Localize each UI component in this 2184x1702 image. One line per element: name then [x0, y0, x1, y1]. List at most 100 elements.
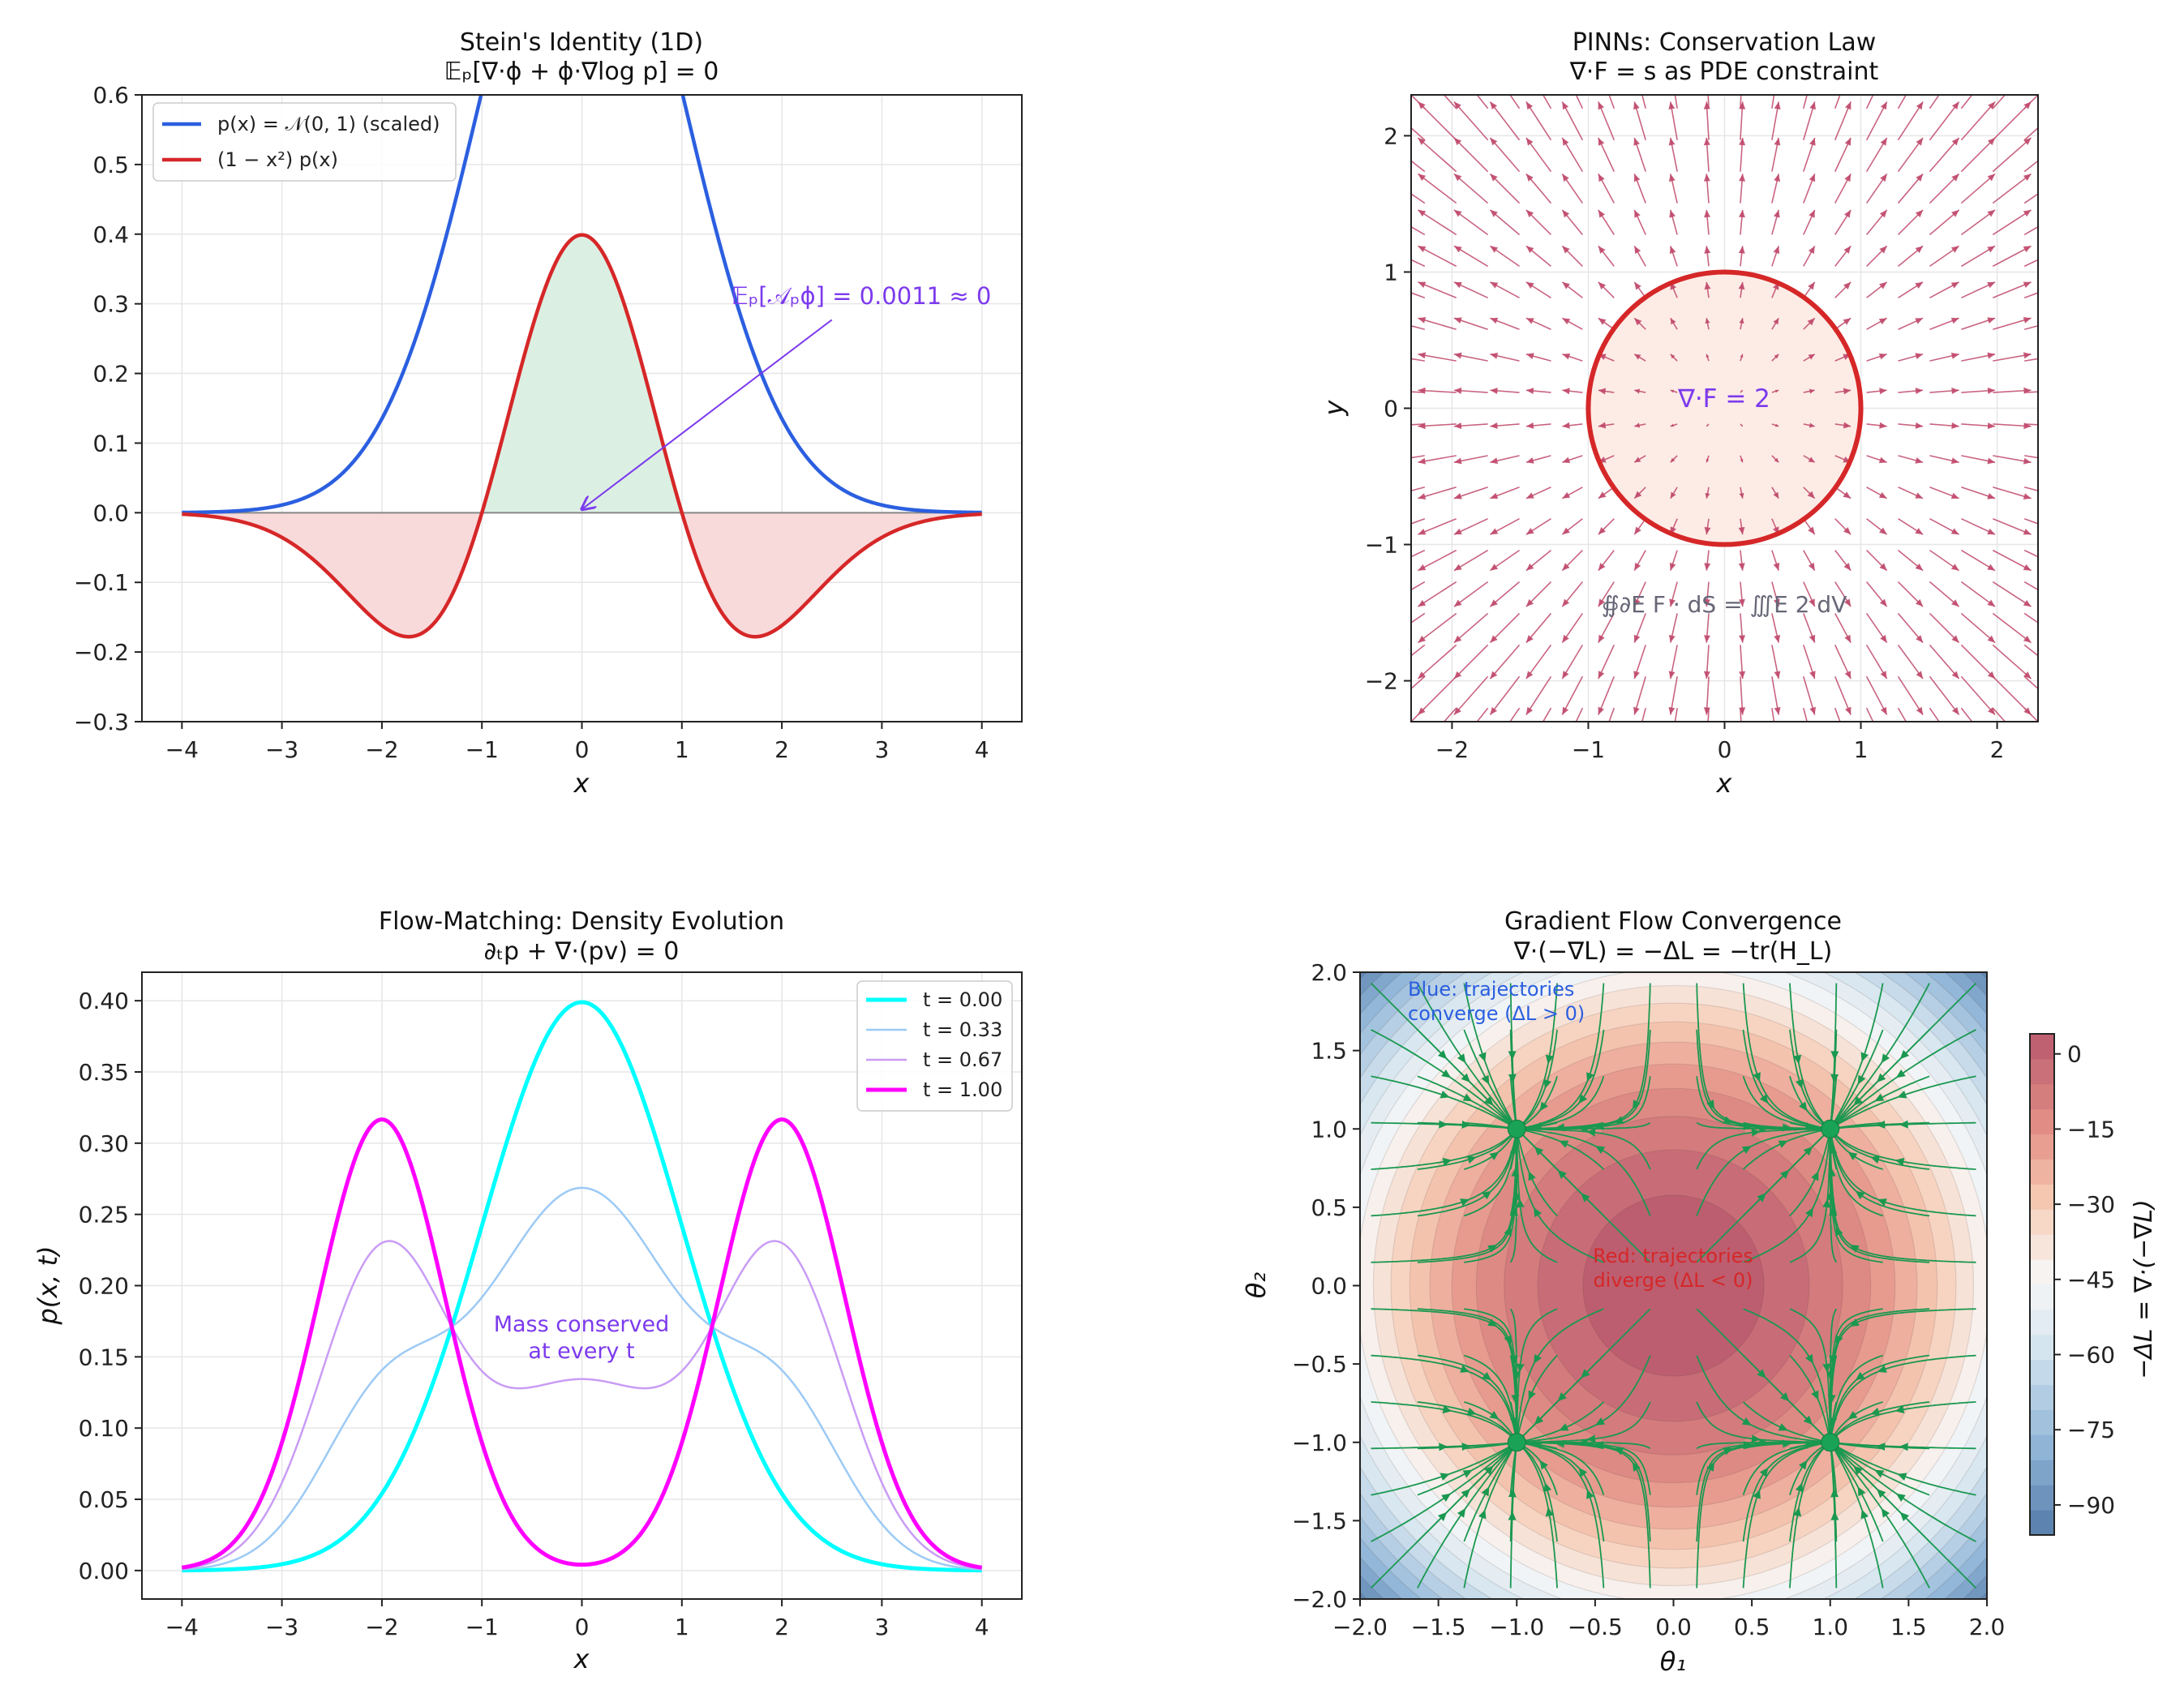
stein-panel: −4 −3 −2 −1 0 1 2 3 4 −0.3 −0.2 −0.1 0.0 0.1 0.2 0.3 0.4… [74, 28, 1023, 799]
y-tick-label: 0.40 [79, 988, 129, 1014]
quiver-arrow [1633, 354, 1646, 362]
quiver-head [1418, 671, 1426, 680]
streamline [1742, 1128, 1830, 1170]
quiver-head [1843, 422, 1851, 429]
quiver-head [1706, 458, 1710, 463]
quiver-head [1807, 491, 1815, 499]
quiver-shaft [1417, 173, 1457, 204]
quiver-arrow [1633, 676, 1646, 715]
quiver-head [1382, 636, 1390, 642]
quiver-arrow [1961, 281, 1996, 299]
quiver-arrow [2024, 352, 2067, 362]
quiver-arrow [1575, 95, 1584, 109]
quiver-head [1774, 634, 1781, 643]
quiver-arrow [1834, 581, 1851, 607]
quiver-arrow [1561, 487, 1583, 499]
quiver-head [1809, 706, 1816, 715]
quiver-head [1915, 318, 1924, 324]
quiver-arrow [1740, 354, 1744, 362]
streamline [1830, 1441, 1976, 1451]
quiver-arrow [1929, 101, 1960, 141]
quiver-arrow [1525, 422, 1551, 429]
streamline-arrow [1706, 1100, 1714, 1110]
quiver-head [1634, 526, 1641, 535]
streamline [1830, 1120, 1976, 1130]
quiver-arrow [1960, 137, 1996, 173]
quiver-shaft [1608, 707, 1615, 722]
streamline [1517, 1401, 1605, 1443]
quiver-arrow [1703, 676, 1710, 715]
streamline-arrow [1751, 1128, 1761, 1137]
quiver-arrow [1453, 352, 1488, 362]
quiver-arrow [1834, 518, 1851, 535]
quiver-head [1453, 635, 1462, 643]
streamline [1517, 1128, 1651, 1216]
quiver-head [1525, 706, 1534, 715]
quiver-arrow [1865, 612, 1888, 644]
streamline-arrow [1877, 1198, 1887, 1207]
y-tick-label: 1.5 [1311, 1038, 1347, 1065]
gradflow-subtitle: ∇·(−∇L) = −ΔL = −tr(H_L) [1513, 937, 1833, 966]
quiver-arrow [1803, 518, 1816, 535]
streamline [1829, 1401, 1976, 1443]
quiver-arrow [2023, 324, 2038, 330]
streamline [1464, 1401, 1517, 1443]
quiver-head [1598, 246, 1606, 254]
y-tick-label: 0.00 [79, 1558, 129, 1584]
quiver-shaft [1960, 675, 1996, 716]
streamline-arrow [1811, 1171, 1819, 1181]
quiver-head [1525, 388, 1534, 395]
streamline [1742, 1401, 1830, 1443]
quiver-arrow [1411, 292, 1426, 299]
quiver-arrow [1993, 455, 2032, 465]
quiver-arrow [1929, 612, 1960, 644]
quiver-arrow [1633, 581, 1646, 607]
quiver-arrow [1740, 455, 1744, 463]
quiver-shaft [1476, 95, 1489, 109]
quiver-arrow [1803, 455, 1816, 463]
quiver-head [1809, 422, 1815, 428]
quiver-head [1490, 246, 1499, 253]
quiver-head [2059, 352, 2067, 358]
quiver-head [1916, 671, 1924, 680]
colorbar-tick-label: −15 [2067, 1116, 2115, 1143]
quiver-arrow [1411, 423, 1425, 426]
quiver-head [1845, 101, 1851, 110]
quiver-arrow [1929, 245, 1960, 268]
quiver-head [1668, 743, 1675, 751]
streamline [1743, 1129, 1831, 1263]
quiver-head [1490, 671, 1498, 680]
quiver-head [2059, 281, 2067, 288]
y-tick-label: 0.2 [92, 361, 129, 388]
quiver-arrow [1738, 209, 1745, 235]
quiver-arrow [2023, 644, 2038, 657]
streamline [1516, 1441, 1558, 1542]
stein-legend-integrand: (1 − x²) p(x) [217, 148, 338, 171]
quiver-arrow [1525, 612, 1552, 644]
quiver-arrow [1453, 612, 1489, 644]
quiver-arrow [1739, 645, 1746, 680]
quiver-head [1669, 598, 1676, 607]
quiver-arrow [1897, 101, 1924, 141]
quiver-arrow [1865, 644, 1888, 680]
quiver-arrow [1489, 612, 1521, 644]
quiver-shaft [1411, 612, 1426, 624]
quiver-head [1418, 387, 1426, 394]
quiver-shaft [1992, 644, 2032, 680]
quiver-arrow [1598, 675, 1615, 715]
streamline-arrow [1441, 1493, 1452, 1503]
quiver-arrow [1897, 644, 1924, 680]
quiver-head [1987, 352, 1996, 359]
streamline [1829, 1128, 1976, 1217]
quiver-shaft [2023, 707, 2038, 722]
quiver-head [1562, 671, 1569, 680]
quiver-arrow [1992, 707, 2006, 722]
streamline [1830, 983, 1930, 1130]
quiver-arrow [1489, 209, 1521, 236]
quiver-arrow [1704, 246, 1711, 267]
quiver-head [1915, 353, 1924, 360]
quiver-head [1880, 137, 1887, 146]
quiver-arrow [1803, 101, 1816, 140]
x-tick-label: −0.5 [1568, 1614, 1623, 1640]
quiver-head [1453, 493, 1462, 499]
